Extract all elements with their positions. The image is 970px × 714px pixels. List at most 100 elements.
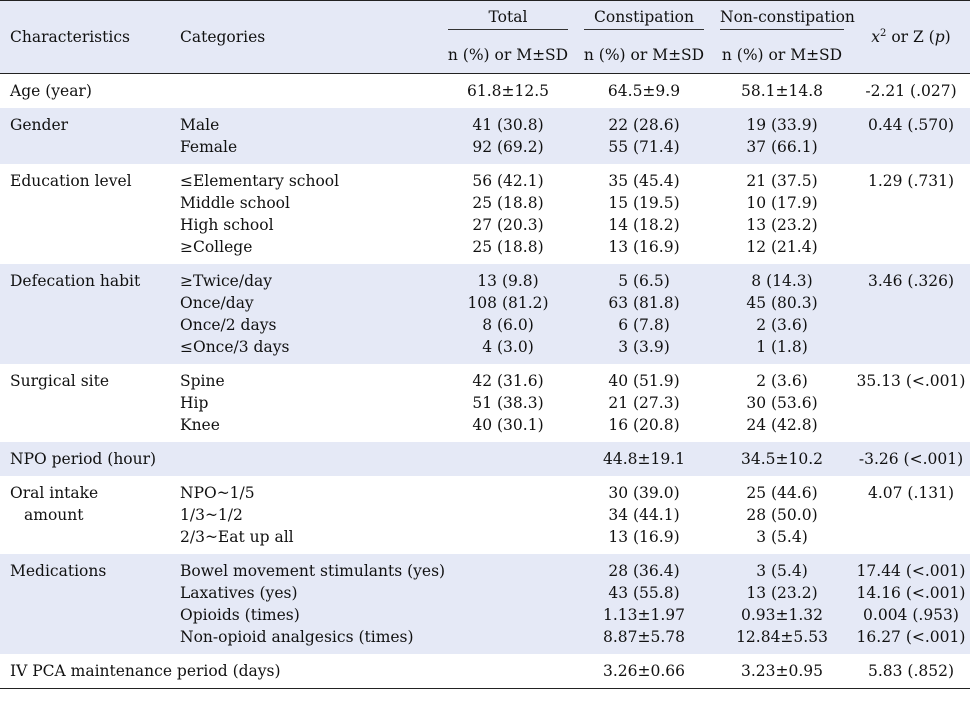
stat-close: ): [944, 28, 951, 47]
cell-total: 56 (42.1) 25 (18.8) 27 (20.3) 25 (18.8): [440, 164, 576, 264]
total-value: 4 (3.0): [482, 338, 534, 356]
non-constipation-value: 12.84±5.53: [736, 628, 828, 646]
stat-value: [852, 414, 970, 436]
stat-value: -2.21 (.027): [865, 82, 957, 100]
stat-value: -3.26 (<.001): [858, 450, 964, 468]
cell-characteristic: Education level: [0, 164, 180, 264]
header-constipation-label: Constipation: [584, 8, 704, 30]
cell-category: ≤Elementary school Middle school High scho…: [180, 164, 440, 264]
constipation-value: 40 (51.9): [608, 372, 680, 390]
table-row: IV PCA maintenance period (days) 3.26±0.6…: [0, 654, 970, 689]
cell-total: [440, 554, 576, 654]
total-value: 8 (6.0): [482, 316, 534, 334]
category-value: 1/3~1/2: [180, 506, 243, 524]
total-value: 56 (42.1): [472, 172, 544, 190]
non-constipation-value: 12 (21.4): [746, 238, 818, 256]
category-value: ≥College: [180, 238, 253, 256]
non-constipation-value: 30 (53.6): [746, 394, 818, 412]
cell-characteristic: Defecation habit: [0, 264, 180, 364]
header-total-label: Total: [448, 8, 568, 30]
category-value: Hip: [180, 394, 209, 412]
category-value: Bowel movement stimulants (yes): [180, 562, 446, 580]
constipation-value: 30 (39.0): [608, 484, 680, 502]
header-constipation: Constipation: [576, 1, 712, 38]
non-constipation-value: 45 (80.3): [746, 294, 818, 312]
stat-value: 35.13 (<.001): [856, 372, 966, 390]
characteristic-label: IV PCA maintenance period (days): [10, 662, 281, 680]
non-constipation-value: 1 (1.8): [756, 338, 808, 356]
non-constipation-value: 19 (33.9): [746, 116, 818, 134]
total-value: 27 (20.3): [472, 216, 544, 234]
stat-value: 17.44 (<.001): [856, 562, 966, 580]
category-value: Middle school: [180, 194, 290, 212]
cell-total: 61.8±12.5: [440, 74, 576, 109]
category-value: ≥Twice/day: [180, 272, 272, 290]
stat-value: 1.29 (.731): [867, 172, 955, 190]
total-value: [440, 504, 576, 526]
table-header-row: Characteristics Categories Total Constip…: [0, 0, 970, 46]
cell-constipation: 35 (45.4) 15 (19.5) 14 (18.2) 13 (16.9): [576, 164, 712, 264]
constipation-value: 14 (18.2): [608, 216, 680, 234]
cell-total: [440, 654, 576, 689]
cell-non-constipation: 3.23±0.95: [712, 654, 852, 689]
cell-stat: 17.44 (<.001) 14.16 (<.001) 0.004 (.953) 16…: [852, 554, 970, 654]
cell-constipation: 22 (28.6) 55 (71.4): [576, 108, 712, 164]
stat-value: [852, 236, 970, 258]
characteristic-label: Oral intake: [10, 484, 99, 502]
non-constipation-value: 3 (5.4): [756, 528, 808, 546]
total-value: 13 (9.8): [477, 272, 539, 290]
header-categories: Categories: [180, 28, 266, 46]
stat-value: [852, 314, 970, 336]
cell-stat: 4.07 (.131): [852, 476, 970, 554]
cell-constipation: 28 (36.4) 43 (55.8) 1.13±1.97 8.87±5.78: [576, 554, 712, 654]
cell-stat: -2.21 (.027): [852, 74, 970, 109]
constipation-value: 8.87±5.78: [602, 628, 685, 646]
total-value: [440, 482, 576, 504]
cell-non-constipation: 58.1±14.8: [712, 74, 852, 109]
non-constipation-value: 25 (44.6): [746, 484, 818, 502]
stat-value: 4.07 (.131): [867, 484, 955, 502]
cell-category: Bowel movement stimulants (yes) Laxatives…: [180, 554, 446, 654]
table-row: NPO period (hour) 44.8±19.1 34.5±10.2 -3.26…: [0, 442, 970, 476]
cell-characteristic: Gender: [0, 108, 180, 164]
stat-value: 14.16 (<.001): [856, 584, 966, 602]
cell-stat: 5.83 (.852): [852, 654, 970, 689]
cell-total: 41 (30.8) 92 (69.2): [440, 108, 576, 164]
table-body: Age (year) 61.8±12.5 64.5±9.9 58.1±14.8 -2.2…: [0, 74, 970, 689]
total-value: 92 (69.2): [472, 138, 544, 156]
total-value: [440, 560, 576, 582]
total-value: 25 (18.8): [472, 194, 544, 212]
cell-constipation: 44.8±19.1: [576, 442, 712, 476]
category-value: ≤Elementary school: [180, 172, 340, 190]
constipation-value: 13 (16.9): [608, 528, 680, 546]
table-row: Education level ≤Elementary school Middle …: [0, 164, 970, 264]
constipation-value: 3.26±0.66: [602, 662, 685, 680]
header-non-constipation: Non-constipation: [712, 1, 855, 38]
cell-non-constipation: 25 (44.6) 28 (50.0) 3 (5.4): [712, 476, 852, 554]
stat-value: 0.44 (.570): [867, 116, 955, 134]
cell-category: [180, 74, 440, 109]
constipation-value: 21 (27.3): [608, 394, 680, 412]
cell-category: [180, 442, 440, 476]
table-row: Gender Male Female 41 (30.8) 92 (69.2) 22 (28…: [0, 108, 970, 164]
header-non-constipation-label: Non-constipation: [720, 8, 855, 30]
stat-value: [852, 192, 970, 214]
total-value: 42 (31.6): [472, 372, 544, 390]
category-value: Female: [180, 138, 238, 156]
constipation-value: 13 (16.9): [608, 238, 680, 256]
cell-total: 13 (9.8) 108 (81.2) 8 (6.0) 4 (3.0): [440, 264, 576, 364]
stat-value: 3.46 (.326): [867, 272, 955, 290]
cell-stat: 1.29 (.731): [852, 164, 970, 264]
total-value: 41 (30.8): [472, 116, 544, 134]
constipation-value: 1.13±1.97: [602, 606, 685, 624]
category-value: Non-opioid analgesics (times): [180, 628, 414, 646]
header-statistic: x2 or Z (p): [852, 1, 970, 74]
cell-stat: 3.46 (.326): [852, 264, 970, 364]
cell-non-constipation: 2 (3.6) 30 (53.6) 24 (42.8): [712, 364, 852, 442]
non-constipation-value: 2 (3.6): [756, 316, 808, 334]
cell-constipation: 3.26±0.66: [576, 654, 712, 689]
constipation-value: 44.8±19.1: [602, 450, 685, 468]
cell-constipation: 30 (39.0) 34 (44.1) 13 (16.9): [576, 476, 712, 554]
category-value: Opioids (times): [180, 606, 300, 624]
total-value: 108 (81.2): [467, 294, 549, 312]
